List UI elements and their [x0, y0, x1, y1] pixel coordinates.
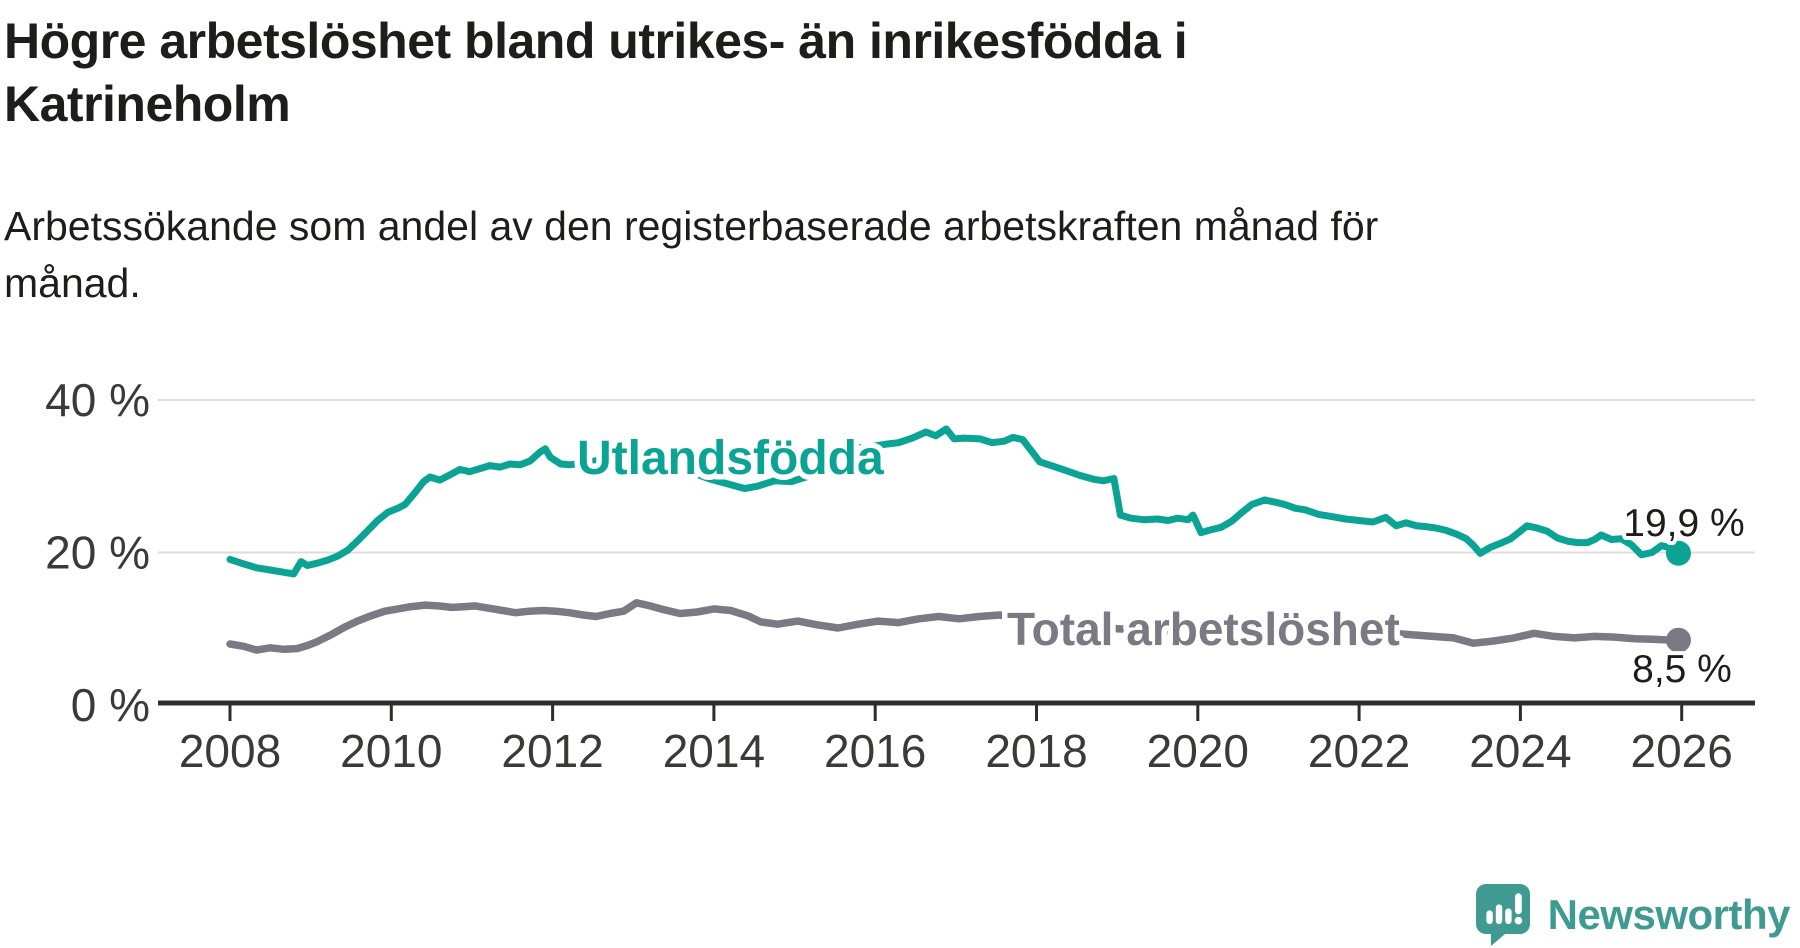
x-tick-label-2016: 2016 — [824, 725, 926, 777]
chart-subtitle: Arbetssökande som andel av den registerb… — [4, 198, 1764, 312]
end-value-label-total: 8,5 % — [1632, 648, 1732, 691]
x-tick-label-2008: 2008 — [179, 725, 281, 777]
series-label-total: Total arbetslöshet — [1007, 603, 1400, 655]
series-line-utlandsfodda — [226, 425, 1682, 578]
chart-title: Högre arbetslöshet bland utrikes- än inr… — [4, 10, 1764, 136]
x-tick-label-2022: 2022 — [1308, 725, 1410, 777]
x-tick-label-2018: 2018 — [985, 725, 1087, 777]
x-tick-label-2012: 2012 — [501, 725, 603, 777]
x-tick-label-2020: 2020 — [1147, 725, 1249, 777]
chart-subtitle-line2: månad. — [4, 260, 141, 306]
series-label-utlandsfodda: Utlandsfödda — [577, 432, 884, 485]
series-line-total — [226, 599, 1683, 654]
chart-subtitle-line1: Arbetssökande som andel av den registerb… — [4, 203, 1379, 249]
x-tick-label-2014: 2014 — [663, 725, 765, 777]
newsworthy-brand-text: Newsworthy — [1547, 891, 1791, 938]
x-tick-label-2024: 2024 — [1469, 725, 1571, 777]
series-end-dot-utlandsfodda — [1665, 540, 1691, 566]
y-tick-label-0: 0 % — [71, 679, 150, 731]
chart-title-line2: Katrineholm — [4, 76, 291, 132]
chart-title-line1: Högre arbetslöshet bland utrikes- än inr… — [4, 13, 1188, 69]
end-value-label-utlandsfodda: 19,9 % — [1623, 502, 1744, 545]
newsworthy-logo: Newsworthy — [1475, 882, 1791, 948]
y-tick-label-40: 40 % — [45, 374, 150, 426]
y-tick-label-20: 20 % — [45, 527, 150, 579]
series-end-dot-total — [1665, 627, 1691, 653]
x-tick-label-2026: 2026 — [1631, 725, 1733, 777]
x-tick-label-2010: 2010 — [340, 725, 442, 777]
newsworthy-icon — [1475, 884, 1530, 946]
